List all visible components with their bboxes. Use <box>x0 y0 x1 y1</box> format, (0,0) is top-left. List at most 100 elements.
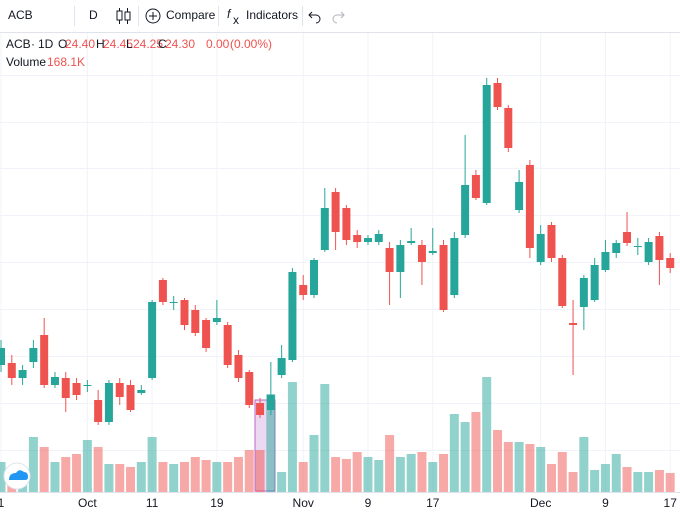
volume-bar <box>471 412 481 492</box>
candle-body <box>450 238 459 295</box>
volume-bar <box>546 464 556 492</box>
legend-volume-value: 168.1K <box>47 55 85 69</box>
candle-body <box>353 235 362 242</box>
volume-bar <box>622 466 632 492</box>
volume-bar <box>61 456 71 492</box>
x-tick-label: 19 <box>210 496 224 510</box>
volume-bar <box>417 452 427 492</box>
volume-bar <box>568 472 578 492</box>
volume-bar <box>654 470 664 492</box>
volume-bars <box>0 377 675 492</box>
x-tick-label: Nov <box>293 496 314 510</box>
candle-body <box>385 248 394 272</box>
grid <box>0 33 680 492</box>
compare-icon[interactable] <box>145 8 161 24</box>
volume-bar <box>590 470 600 492</box>
candle-body <box>666 258 675 268</box>
volume-bar <box>503 442 513 492</box>
volume-bar <box>0 462 6 492</box>
volume-bar <box>374 460 384 492</box>
candle-body <box>623 232 632 243</box>
volume-bar <box>50 462 60 492</box>
chart-type-icon[interactable] <box>116 8 131 24</box>
legend-change-pct: (0.00%) <box>230 37 272 51</box>
candle-body <box>331 192 340 232</box>
volume-bar <box>126 466 136 492</box>
volume-bar <box>28 436 38 492</box>
volume-bar <box>266 394 276 492</box>
candle-body <box>83 385 92 386</box>
volume-bar <box>72 454 82 492</box>
legend-field-value: 24.40 <box>65 37 95 51</box>
volume-bar <box>158 462 168 492</box>
candle-body <box>299 285 308 295</box>
candle-body <box>482 85 491 203</box>
volume-bar <box>633 472 643 492</box>
candle-body <box>256 403 265 415</box>
candle-body <box>633 246 642 247</box>
toolbar-symbol[interactable]: ACB <box>8 8 33 22</box>
volume-bar <box>644 472 654 492</box>
legend-sep: · <box>31 37 35 51</box>
toolbar <box>0 0 680 32</box>
compare-button[interactable]: Compare <box>166 8 216 22</box>
volume-bar <box>169 464 179 492</box>
legend-field-name: O <box>58 37 67 51</box>
candle-body <box>558 258 567 306</box>
candle-body <box>137 390 146 393</box>
candle-body <box>407 241 416 243</box>
candles <box>0 78 675 425</box>
candle-body <box>212 318 221 322</box>
volume-bar <box>385 434 395 492</box>
indicators-button[interactable]: Indicators <box>246 8 298 22</box>
candle-body <box>547 225 556 258</box>
legend-field-value: 24.25 <box>133 37 163 51</box>
volume-bar <box>93 446 103 492</box>
candle-body <box>115 383 124 397</box>
volume-bar <box>428 462 438 492</box>
redo-button[interactable] <box>332 11 345 24</box>
volume-bar <box>179 462 189 492</box>
x-tick-label: 1 <box>0 496 5 510</box>
candle-body <box>493 83 502 107</box>
volume-bar <box>39 446 49 492</box>
volume-bar <box>309 434 319 492</box>
volume-bar <box>395 456 405 492</box>
volume-bar <box>579 436 589 492</box>
x-tick-label: 17 <box>664 496 678 510</box>
x-tick-label: 9 <box>602 496 609 510</box>
candle-body <box>266 395 275 410</box>
candle-body <box>428 251 437 253</box>
candle-body <box>461 185 470 235</box>
indicators-icon-sub: x <box>233 13 239 27</box>
candle-body <box>569 323 578 325</box>
candle-body <box>655 236 664 260</box>
indicators-icon[interactable]: f <box>227 7 232 21</box>
logo[interactable] <box>3 462 31 490</box>
volume-bar <box>320 384 330 492</box>
candle-body <box>439 245 448 310</box>
volume-bar <box>104 464 114 492</box>
volume-bar <box>363 456 373 492</box>
legend-interval: 1D <box>38 37 54 51</box>
toolbar-interval[interactable]: D <box>89 8 98 22</box>
candle-body <box>504 108 513 148</box>
candle-body <box>223 325 232 365</box>
candle-body <box>644 242 653 262</box>
volume-bar <box>600 464 610 492</box>
x-axis: 1 Oct 11 19 Nov 9 17 Dec 9 17 <box>0 496 677 510</box>
legend-field-name: L <box>126 37 133 51</box>
volume-bar <box>115 464 125 492</box>
candle-body <box>363 238 372 242</box>
candle-body <box>579 278 588 307</box>
legend-change: 0.00 <box>206 37 230 51</box>
x-tick-label: 17 <box>426 496 440 510</box>
volume-bar <box>665 473 675 492</box>
volume-bar <box>525 444 535 492</box>
volume-bar <box>611 454 621 492</box>
candle-body <box>40 335 49 385</box>
candle-body <box>320 208 329 250</box>
candle-body <box>471 175 480 198</box>
undo-button[interactable] <box>308 11 321 24</box>
